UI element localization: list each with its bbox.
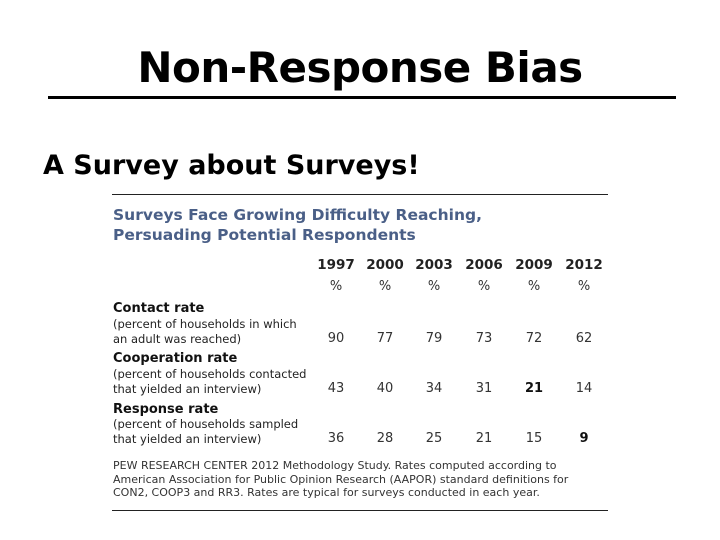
unit-label: % [477,279,491,294]
table-cell: 73 [475,331,493,346]
year-header: 2003 [415,257,453,273]
row-description-line: an adult was reached) [113,331,242,346]
table-title: Surveys Face Growing Difficulty Reaching… [113,205,482,245]
contact-rate-label: Contact rate [113,301,205,316]
title-underline [48,96,676,99]
table-cell: 34 [425,381,443,396]
unit-label: % [329,279,343,294]
table-cell: 79 [425,331,443,346]
table-cell: 40 [376,381,394,396]
table-cell: 31 [475,381,493,396]
cooperation-rate-label: Cooperation rate [113,351,238,366]
table-cell: 72 [525,331,543,346]
survey-rates-table: Surveys Face Growing Difficulty Reaching… [112,194,608,511]
table-cell: 25 [425,431,443,446]
table-cell: 9 [579,431,589,446]
contact-rate-description: (percent of households in which an adult… [113,317,323,346]
source-note-line: CON2, COOP3 and RR3. Rates are typical f… [113,486,540,499]
year-header: 2009 [515,257,553,273]
response-rate-label: Response rate [113,402,219,417]
source-note-line: PEW RESEARCH CENTER 2012 Methodology Stu… [113,459,557,472]
source-note: PEW RESEARCH CENTER 2012 Methodology Stu… [113,459,603,500]
table-title-line-1: Surveys Face Growing Difficulty Reaching… [113,206,482,224]
table-cell: 43 [327,381,345,396]
source-note-line: American Association for Public Opinion … [113,472,569,486]
row-description-line: (percent of households in which [113,317,297,331]
slide-title: Non-Response Bias [137,43,583,92]
table-cell: 90 [327,331,345,346]
row-description-line: that yielded an interview) [113,431,262,446]
year-header: 2000 [366,257,404,273]
table-cell: 14 [575,381,593,396]
table-cell: 36 [327,431,345,446]
table-cell: 15 [525,431,543,446]
row-description-line: (percent of households contacted [113,367,307,381]
cooperation-rate-description: (percent of households contacted that yi… [113,367,323,396]
slide-subtitle: A Survey about Surveys! [43,150,420,181]
table-cell: 21 [475,431,493,446]
table-cell: 28 [376,431,394,446]
row-description-line: (percent of households sampled [113,417,299,431]
table-cell: 21 [524,381,544,396]
table-cell: 77 [376,331,394,346]
year-header: 2006 [465,257,503,273]
unit-label: % [378,279,392,294]
year-header: 1997 [317,257,355,273]
row-description-line: that yielded an interview) [113,381,262,396]
table-cell: 62 [575,331,593,346]
unit-label: % [527,279,541,294]
unit-label: % [427,279,441,294]
unit-label: % [577,279,591,294]
table-title-line-2: Persuading Potential Respondents [113,226,416,244]
response-rate-description: (percent of households sampled that yiel… [113,417,323,446]
year-header: 2012 [565,257,603,273]
